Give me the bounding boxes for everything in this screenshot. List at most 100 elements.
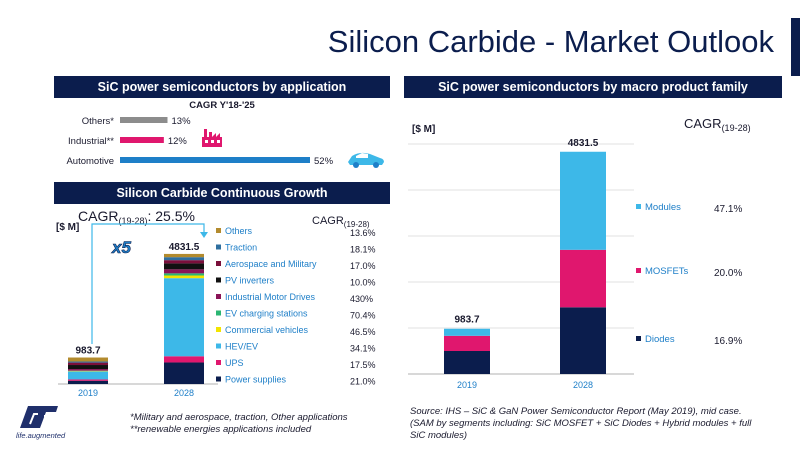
note-right-3: SiC modules) [410, 430, 468, 441]
family-unit: [$ M] [412, 124, 435, 135]
growth-legend-label: Traction [225, 243, 257, 253]
app-value-label: 12% [168, 136, 188, 147]
family-legend-swatch [636, 268, 641, 273]
family-bar-segment [444, 335, 490, 351]
growth-multiplier: x5 [111, 238, 131, 257]
family-legend-swatch [636, 336, 641, 341]
growth-bar-segment [68, 357, 108, 362]
growth-arrow [91, 223, 205, 344]
family-x-tick: 2019 [457, 380, 477, 390]
growth-bar-segment [164, 356, 204, 363]
note-left-2: **renewable energies applications includ… [130, 424, 312, 435]
note-right-1: Source: IHS – SiC & GaN Power Semiconduc… [410, 406, 742, 417]
growth-legend-swatch [216, 376, 221, 382]
app-category-label: Industrial** [68, 136, 114, 147]
family-legend-cagr: 47.1% [714, 204, 742, 215]
family-bar-segment [560, 249, 606, 308]
growth-legend-label: EV charging stations [225, 309, 308, 319]
growth-legend-cagr: 46.5% [350, 327, 376, 337]
family-total-label: 4831.5 [568, 138, 599, 149]
st-logo-icon [20, 406, 58, 428]
app-bar [120, 117, 168, 123]
app-value-label: 13% [172, 116, 192, 127]
growth-legend-label: PV inverters [225, 276, 275, 286]
growth-legend-label: Others [225, 226, 253, 236]
growth-x-tick: 2019 [78, 388, 98, 398]
app-value-label: 52% [314, 156, 334, 167]
family-bar-segment [560, 151, 606, 250]
growth-bar-segment [68, 371, 108, 380]
growth-bar-segment [164, 275, 204, 279]
page-title: Silicon Carbide - Market Outlook [327, 24, 774, 59]
growth-total-label: 4831.5 [169, 242, 200, 253]
growth-bar-segment [68, 379, 108, 381]
note-left-1: *Military and aerospace, traction, Other… [130, 412, 348, 423]
growth-legend-swatch [216, 244, 221, 250]
app-bar [120, 157, 310, 163]
growth-legend-swatch [216, 343, 221, 349]
app-bar [120, 137, 164, 143]
growth-legend-swatch [216, 360, 221, 365]
growth-legend-label: UPS [225, 358, 244, 368]
growth-arrow-head [200, 232, 208, 238]
growth-bar-segment [164, 273, 204, 276]
growth-chart: [$ M] CAGR(19-28): 25.5% x5 CAGR(19-28) … [56, 208, 376, 398]
growth-legend-swatch [216, 310, 221, 316]
growth-total-label: 983.7 [75, 346, 100, 357]
growth-bar-segment [68, 380, 108, 384]
application-chart: CAGR Y'18-'25 Others* 13% Industrial** 12% A… [66, 100, 384, 168]
growth-bar-segment [68, 361, 108, 363]
growth-bar-segment [68, 365, 108, 370]
growth-legend-label: Industrial Motor Drives [225, 292, 316, 302]
family-total-label: 983.7 [454, 315, 479, 326]
panel-header-growth: Silicon Carbide Continuous Growth [54, 182, 390, 204]
growth-bar-segment [164, 263, 204, 270]
growth-legend-swatch [216, 261, 221, 266]
growth-legend-cagr: 18.1% [350, 245, 376, 255]
growth-legend-swatch [216, 294, 221, 299]
edge-accent-bar [791, 18, 800, 76]
growth-legend-label: Aerospace and Military [225, 259, 317, 269]
growth-legend-cagr: 17.5% [350, 360, 376, 370]
growth-legend-label: Commercial vehicles [225, 325, 309, 335]
growth-bar-segment [164, 253, 204, 258]
growth-unit: [$ M] [56, 222, 79, 233]
factory-icon [202, 129, 222, 147]
family-x-tick: 2028 [573, 380, 593, 390]
growth-bar-segment [68, 362, 108, 366]
family-bar-segment [444, 351, 490, 374]
logo-tagline: life.augmented [16, 431, 66, 440]
growth-cagr-column-header: CAGR(19-28) [312, 215, 370, 229]
growth-legend-cagr: 13.6% [350, 228, 376, 238]
growth-bar-segment [164, 260, 204, 264]
growth-legend-cagr: 34.1% [350, 344, 376, 354]
family-bar-segment [444, 328, 490, 336]
family-legend-swatch [636, 204, 641, 209]
growth-legend-label: Power supplies [225, 375, 287, 385]
app-category-label: Others* [82, 116, 115, 127]
app-category-label: Automotive [66, 156, 114, 167]
application-chart-title: CAGR Y'18-'25 [189, 100, 255, 111]
family-legend-cagr: 20.0% [714, 268, 742, 279]
growth-legend-cagr: 430% [350, 294, 373, 304]
family-cagr-header: CAGR(19-28) [684, 116, 751, 133]
growth-bar-segment [164, 362, 204, 384]
growth-bar-segment [164, 278, 204, 357]
note-right-2: (SAM by segments including: SiC MOSFET +… [410, 418, 752, 429]
growth-legend-swatch [216, 277, 221, 283]
growth-x-tick: 2028 [174, 388, 194, 398]
growth-bar-segment [164, 269, 204, 274]
growth-cagr: CAGR(19-28): 25.5% [78, 208, 195, 226]
panel-header-application: SiC power semiconductors by application [54, 76, 390, 98]
growth-legend-swatch [216, 327, 221, 332]
panel-header-family: SiC power semiconductors by macro produc… [404, 76, 782, 98]
growth-bar-segment [68, 369, 108, 371]
family-chart: [$ M] CAGR(19-28) 983.7 2019 4831.5 2028 Di… [408, 116, 751, 390]
growth-legend-cagr: 17.0% [350, 261, 376, 271]
growth-legend-cagr: 10.0% [350, 278, 376, 288]
family-legend-label: MOSFETs [645, 266, 689, 277]
growth-legend-label: HEV/EV [225, 342, 258, 352]
growth-legend-cagr: 21.0% [350, 377, 376, 387]
family-legend-cagr: 16.9% [714, 336, 742, 347]
growth-bar-segment [68, 370, 108, 372]
